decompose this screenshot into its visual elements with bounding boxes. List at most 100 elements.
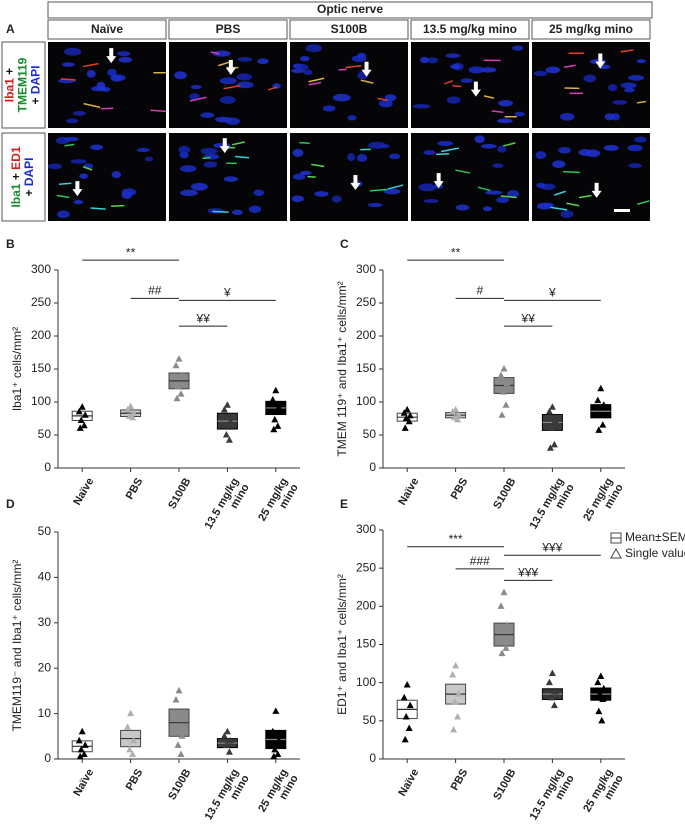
nucleus [497,145,507,153]
single-value [499,636,507,644]
single-value [174,382,182,390]
nucleus [322,105,336,112]
y-axis-label: Iba1⁺ cells/mm² [10,327,24,411]
nucleus [174,71,187,80]
legend-triangle-icon [610,547,622,559]
single-value [403,680,411,688]
column-header-box [47,19,167,40]
single-value [270,425,278,433]
nucleus [299,170,312,176]
panel-letter: A [6,22,15,36]
panel-letter: B [6,237,15,251]
nucleus [107,68,117,76]
nucleus [111,171,121,179]
y-tick-label: 200 [31,328,51,342]
nucleus [110,74,126,82]
row-label-part: + [3,68,17,75]
single-value [274,750,282,757]
nucleus [292,173,306,180]
arrow [72,181,83,197]
single-value [550,701,558,709]
single-value [600,684,608,692]
cell-process [212,210,229,214]
nucleus [603,144,619,151]
column-header-box [168,19,288,40]
cell-process [444,80,454,85]
row-label-part: Iba1 [9,183,23,207]
nucleus [420,56,429,64]
nucleus [611,113,620,121]
row-label-part: DAPI [22,157,36,186]
single-value [178,371,186,379]
single-value [269,396,277,403]
nucleus [57,210,70,219]
nucleus [231,209,243,216]
single-value [272,707,280,714]
cell-process [210,51,220,55]
cell-process [483,95,495,99]
cell-process [56,194,70,199]
cell-process [60,78,76,81]
cell-process [218,61,231,67]
y-tick-label: 300 [356,522,376,536]
cell-process [436,152,450,156]
nucleus [535,151,547,160]
header-title: Optic nerve [317,2,383,16]
nucleus [65,118,79,124]
nucleus [178,145,191,154]
single-value [402,713,410,720]
cell-process [377,97,388,102]
single-value [129,750,137,757]
nucleus [219,77,237,85]
single-value [454,713,462,720]
y-axis-label: ED1⁺ and Iba1⁺ cells/mm² [335,574,349,715]
single-value [130,409,138,416]
cell-process [491,110,504,114]
single-value [78,727,86,735]
nucleus [536,182,546,188]
nucleus [47,163,62,170]
single-value [503,621,511,628]
cell-process [550,206,568,211]
single-value [498,411,506,418]
arrow [591,182,602,198]
column-header: Naïve [91,22,123,36]
nucleus [64,136,79,142]
nucleus [460,78,473,83]
nucleus [636,59,646,64]
nucleus [62,62,75,67]
column-header: 25 mg/kg mino [549,22,633,36]
row-label-part: + [29,98,43,105]
single-value [172,695,180,703]
single-value [75,736,83,744]
single-value [502,644,510,651]
cell-process [477,186,491,192]
nucleus [380,144,390,149]
single-value [502,401,510,408]
cell-process [82,62,99,68]
single-value [594,396,602,404]
cell-process [554,190,566,196]
single-value [451,697,459,705]
micrograph [48,42,166,128]
y-tick-label: 30 [38,615,52,629]
single-value [599,695,607,702]
significance-label: ¥¥ [196,311,211,325]
panel-letter: E [340,497,348,511]
significance-label: ## [148,284,162,298]
nucleus [237,57,253,62]
nucleus [253,189,265,196]
y-tick-label: 0 [369,751,376,765]
single-value [78,403,86,410]
cell-process [189,96,207,102]
panel-letter: D [6,497,15,511]
arrow [225,59,236,75]
nucleus [628,163,642,169]
nucleus [223,176,238,182]
single-value [550,440,558,448]
nucleus [384,94,397,102]
cell-process [455,169,471,174]
nucleus [560,210,574,219]
single-value [400,693,408,701]
